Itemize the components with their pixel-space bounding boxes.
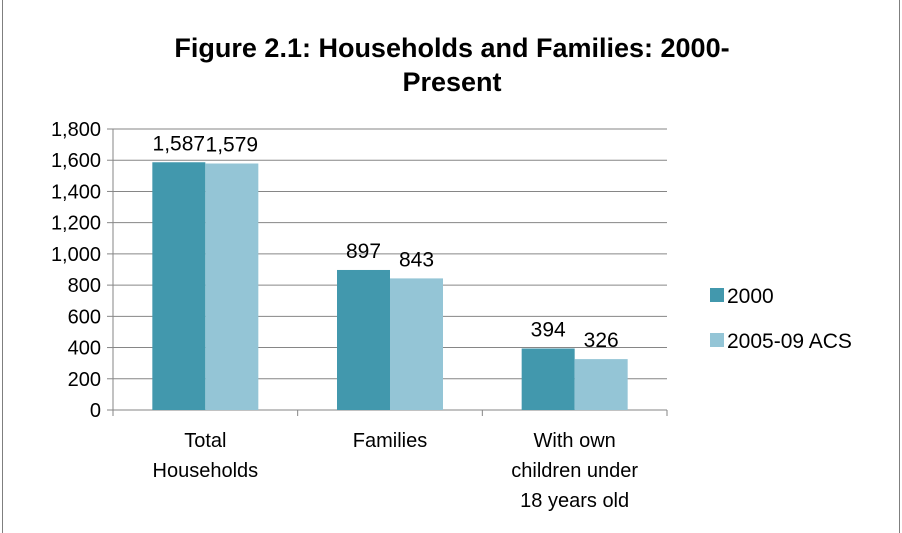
y-tick-label: 1,800 <box>51 119 101 141</box>
chart-title-line: Figure 2.1: Households and Families: 200… <box>174 33 729 63</box>
y-tick-label: 1,000 <box>51 244 101 266</box>
x-category-label: Households <box>153 460 259 482</box>
y-tick-label: 200 <box>68 369 101 391</box>
bar-2000 <box>521 348 575 410</box>
y-tick-label: 400 <box>68 338 101 360</box>
x-category-label: children under <box>511 460 638 482</box>
legend-label: 2005-09 ACS <box>727 330 852 353</box>
data-label: 1,579 <box>206 134 259 157</box>
axes: 0 200 400 600 800 1,000 1,200 1,400 1,600 1,800 To… <box>51 119 668 512</box>
legend: 2000 2005-09 ACS <box>710 285 852 353</box>
bar-2005-09-acs <box>390 278 443 410</box>
legend-swatch <box>710 333 724 347</box>
x-category-label: With own <box>534 430 616 452</box>
data-labels: 1,587 897 394 1,579 843 326 <box>153 132 619 352</box>
y-tick-label: 1,200 <box>51 213 101 235</box>
bars <box>152 162 628 410</box>
x-category-label: 18 years old <box>520 490 629 512</box>
data-label: 394 <box>531 318 566 341</box>
bar-chart: Figure 2.1: Households and Families: 200… <box>51 33 852 512</box>
data-label: 897 <box>346 240 381 263</box>
bar-2000 <box>337 269 390 410</box>
y-tick-label: 1,600 <box>51 150 101 172</box>
legend-label: 2000 <box>727 285 774 308</box>
x-category-label: Total <box>184 430 226 452</box>
data-label: 843 <box>399 248 434 271</box>
bar-2000 <box>152 162 206 410</box>
data-label: 326 <box>584 329 619 352</box>
legend-swatch <box>710 288 724 302</box>
y-tick-label: 800 <box>68 275 101 297</box>
y-tick-label: 0 <box>90 400 101 422</box>
chart-title: Figure 2.1: Households and Families: 200… <box>174 33 729 97</box>
x-category-label: Families <box>353 430 427 452</box>
bar-2005-09-acs <box>205 163 259 410</box>
y-tick-label: 1,400 <box>51 181 101 203</box>
chart-title-line: Present <box>402 67 501 97</box>
bar-2005-09-acs <box>574 359 628 410</box>
y-tick-label: 600 <box>68 306 101 328</box>
data-label: 1,587 <box>153 132 206 155</box>
